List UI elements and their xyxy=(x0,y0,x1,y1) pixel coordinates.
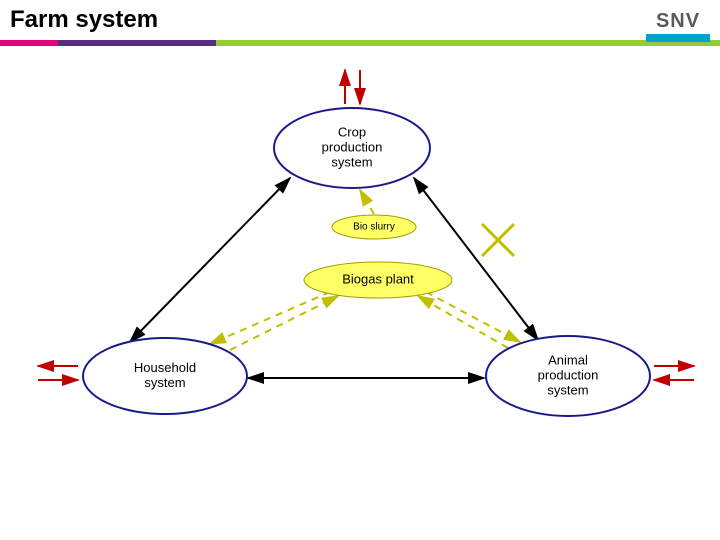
svg-text:Crop: Crop xyxy=(338,124,366,139)
node-crop: Cropproductionsystem xyxy=(274,108,430,188)
farm-system-diagram: CropproductionsystemBio slurryBiogas pla… xyxy=(0,0,720,540)
svg-text:production: production xyxy=(538,367,599,382)
svg-text:system: system xyxy=(331,154,372,169)
svg-text:Animal: Animal xyxy=(548,352,588,367)
node-household: Householdsystem xyxy=(83,338,247,414)
svg-text:system: system xyxy=(547,382,588,397)
node-biogas: Biogas plant xyxy=(304,262,452,298)
node-animal: Animalproductionsystem xyxy=(486,336,650,416)
svg-text:system: system xyxy=(144,375,185,390)
svg-text:production: production xyxy=(322,139,383,154)
svg-text:Household: Household xyxy=(134,360,196,375)
svg-text:Bio slurry: Bio slurry xyxy=(353,222,395,233)
svg-text:Biogas plant: Biogas plant xyxy=(342,271,414,286)
node-bioslurry: Bio slurry xyxy=(332,215,416,239)
